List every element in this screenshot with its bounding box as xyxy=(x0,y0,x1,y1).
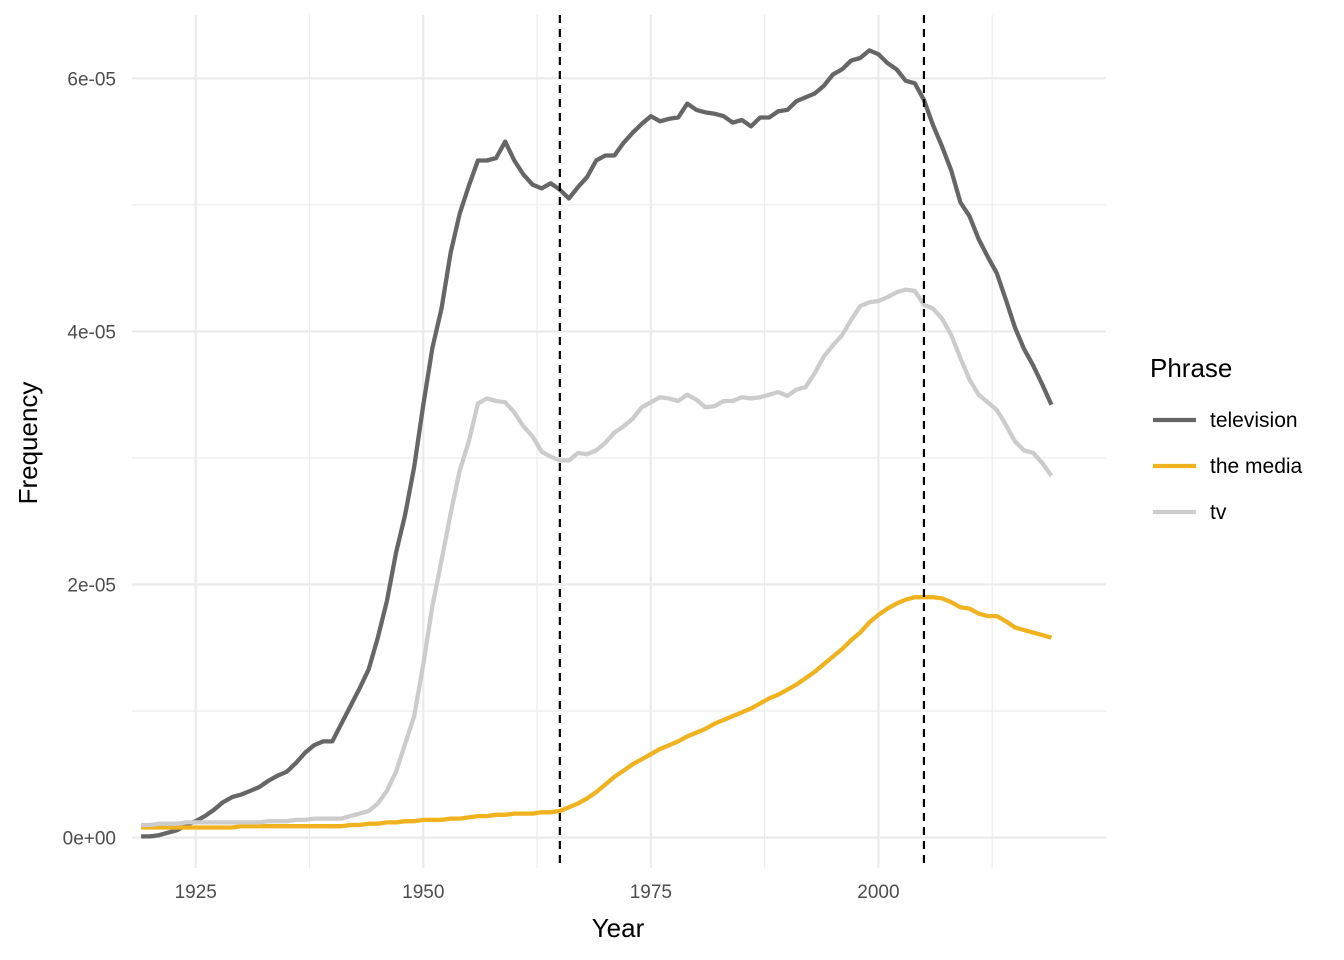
legend-title: Phrase xyxy=(1150,353,1232,383)
series-line-tv xyxy=(141,287,1054,828)
x-tick-label: 1975 xyxy=(630,882,672,903)
reference-lines xyxy=(558,15,926,868)
legend-label-the-media: the media xyxy=(1210,455,1303,478)
series-line-television xyxy=(141,48,1054,839)
series-lines xyxy=(141,48,1054,839)
y-tick-label: 6e-05 xyxy=(67,69,116,90)
y-tick-label: 2e-05 xyxy=(67,576,116,597)
y-axis-title: Frequency xyxy=(13,382,43,505)
legend-label-tv: tv xyxy=(1210,501,1227,524)
major-gridlines xyxy=(132,15,1106,868)
legend: Phrase television the media tv xyxy=(1150,353,1303,524)
y-axis-tick-labels: 0e+00 2e-05 4e-05 6e-05 xyxy=(63,69,116,849)
minor-gridlines xyxy=(132,15,1106,868)
x-axis-title: Year xyxy=(592,913,645,943)
x-tick-label: 2000 xyxy=(857,882,899,903)
x-tick-label: 1925 xyxy=(175,882,217,903)
y-tick-label: 4e-05 xyxy=(67,322,116,343)
y-tick-label: 0e+00 xyxy=(63,829,116,850)
x-axis-tick-labels: 1925 1950 1975 2000 xyxy=(175,882,900,903)
series-line-the-media xyxy=(141,595,1052,830)
x-tick-label: 1950 xyxy=(402,882,444,903)
legend-label-television: television xyxy=(1210,409,1298,432)
